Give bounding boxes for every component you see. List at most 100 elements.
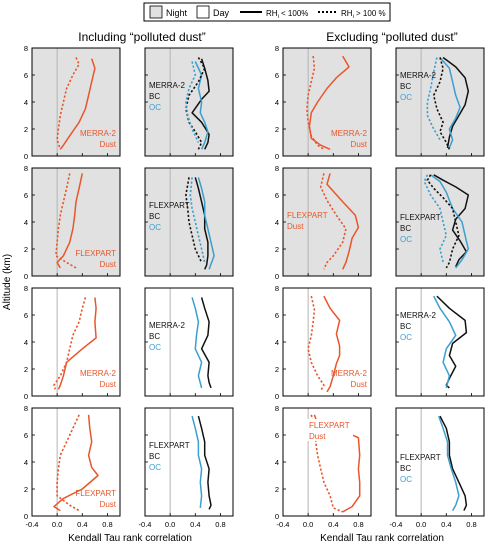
panel-label-dust: Dust [309,432,326,441]
panel-r2-c0: 0 2 4 6 8 MERRA-2 Dust [24,284,121,401]
x-tick-label: 0.4 [190,520,200,529]
series-dust-dotted [306,56,325,150]
series-bc-dotted [185,177,203,263]
panel-label-merra-2: MERRA-2 [400,71,437,80]
series-oc-solid [194,61,209,150]
panel-r2-c1: MERRA-2 BC OC [144,287,234,397]
panel-label-flexpart: FLEXPART [309,421,350,430]
panel-label-oc: OC [400,475,412,484]
panel-label-flexpart: FLEXPART [75,489,116,498]
panel-r0-c0: 0 2 4 6 8 MERRA-2 Dust [24,44,121,161]
series-bc-dotted [426,174,460,269]
y-tick-label: 4 [275,338,279,347]
series-dust-solid [323,295,341,393]
series-dust-solid [57,297,97,390]
panel-label-oc: OC [149,223,161,232]
y-tick-label: 0 [24,392,28,401]
panel-background [396,168,484,276]
panel-label-oc: OC [149,343,161,352]
panel-background [396,48,484,156]
panel-r1-c3: FLEXPART BC OC [395,167,485,277]
panel-label-bc: BC [149,452,160,461]
panel-label-dust: Dust [100,500,117,509]
y-tick-label: 8 [24,44,28,53]
y-tick-label: 6 [24,71,28,80]
panel-label-oc: OC [400,93,412,102]
panel-label-merra-2: MERRA-2 [149,81,186,90]
legend-day-label: Day [213,8,230,18]
y-tick-label: 6 [275,191,279,200]
y-tick-label: 8 [275,164,279,173]
x-tick-label: 0.4 [328,520,338,529]
panel-label-flexpart: FLEXPART [400,453,441,462]
x-axis-label-left: Kendall Tau rank correlation [68,533,192,544]
series-dust-dotted [319,173,347,270]
y-axis-label: Altitude (km) [2,254,13,310]
panel-r0-c1: MERRA-2 BC OC [144,47,234,157]
y-tick-label: 8 [24,164,28,173]
column-title-excluding: Excluding “polluted dust” [326,30,457,44]
y-tick-label: 8 [275,284,279,293]
series-oc-solid [191,297,203,389]
panel-background [145,48,233,156]
panel-r0-c2: 0 2 4 6 8 MERRA-2 Dust [275,44,372,161]
x-tick-label: 0.0 [165,520,175,529]
panel-r1-c1: FLEXPART BC OC [144,167,234,277]
y-tick-label: 2 [24,245,28,254]
x-tick-label: 0.0 [52,520,62,529]
panel-grid: 0 2 4 6 8 MERRA-2 Dust MERRA-2 BC OC 0 2 4 6 8 MERRA-2 D… [24,44,485,529]
y-tick-label: 2 [275,365,279,374]
series-bc-solid [194,177,209,270]
y-tick-label: 2 [275,485,279,494]
legend-night-swatch [149,5,163,19]
panel-label-bc: BC [149,332,160,341]
panel-label-dust: Dust [100,260,117,269]
panel-background [396,408,484,516]
y-tick-label: 8 [275,404,279,413]
y-tick-label: 0 [24,272,28,281]
series-bc-dotted [185,57,206,150]
series-oc-solid [197,177,215,270]
panel-label-bc: BC [400,224,411,233]
y-tick-label: 2 [275,125,279,134]
panel-label-flexpart: FLEXPART [149,201,190,210]
legend-solid-label: RHi < 100% [266,9,308,20]
panel-background [32,288,120,396]
y-tick-label: 4 [275,218,279,227]
panel-r3-c2: 0 2 4 6 8 -0.4 0.0 0.4 0.8 FLEXPART Dust [275,404,372,529]
series-dust-solid [53,414,99,512]
y-tick-label: 2 [24,485,28,494]
panel-label-dust: Dust [351,140,368,149]
x-tick-label: -0.4 [139,520,152,529]
panel-label-merra-2: MERRA-2 [331,369,368,378]
panel-r2-c2: 0 2 4 6 8 MERRA-2 Dust [275,284,372,401]
x-axis-label-right: Kendall Tau rank correlation [320,533,444,544]
panel-label-dust: Dust [100,380,117,389]
y-tick-label: 4 [24,458,28,467]
y-tick-label: 2 [275,245,279,254]
y-tick-label: 2 [24,125,28,134]
series-oc-solid [191,415,203,508]
x-tick-label: 0.0 [416,520,426,529]
series-bc-solid [200,297,212,389]
y-tick-label: 8 [24,404,28,413]
series-oc-dotted [423,174,448,263]
y-tick-label: 4 [275,98,279,107]
panel-label-merra-2: MERRA-2 [80,369,117,378]
x-tick-label: 0.4 [77,520,87,529]
series-dust-solid [326,173,360,270]
x-tick-label: 0.4 [441,520,451,529]
legend: Night Day RHi < 100% RHi > 100 % [143,2,391,22]
panel-background [145,168,233,276]
series-oc-dotted [185,61,200,143]
panel-background [32,168,120,276]
panel-label-dust: Dust [287,222,304,231]
panel-label-flexpart: FLEXPART [400,213,441,222]
panel-label-dust: Dust [351,380,368,389]
legend-day-swatch [196,5,210,19]
panel-label-oc: OC [149,103,161,112]
panel-r3-c0: 0 2 4 6 8 -0.4 0.0 0.4 0.8 FLEXPART Dust [24,404,121,529]
series-oc-dotted [189,177,206,263]
series-dust-dotted [55,173,77,269]
panel-r3-c3: -0.4 0.0 0.4 0.8 FLEXPART BC OC [390,407,485,529]
